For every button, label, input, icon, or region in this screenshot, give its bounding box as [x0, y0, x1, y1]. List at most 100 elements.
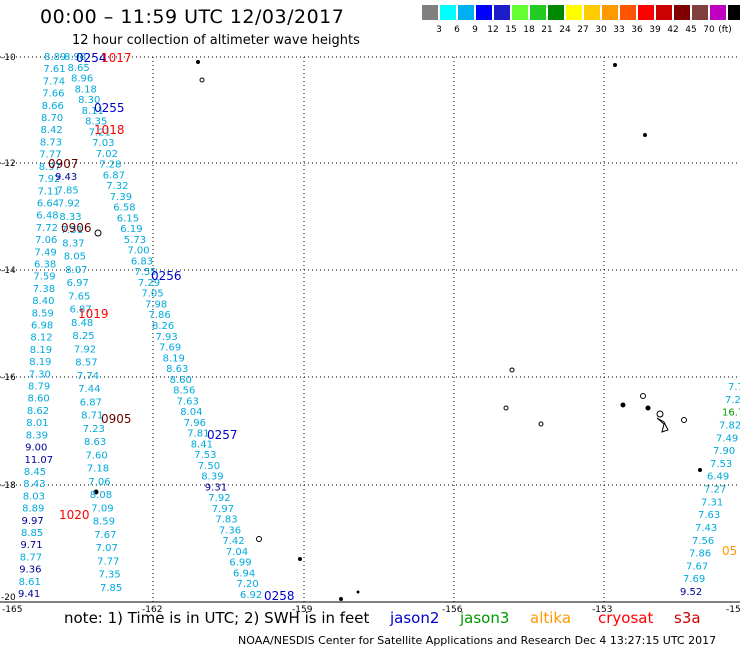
swh-value: 8.98 — [64, 52, 86, 63]
swh-value: 8.39 — [201, 472, 223, 483]
lat-label: -12 — [1, 159, 16, 169]
swh-value: 7.02 — [96, 149, 118, 160]
swh-value: 7.11 — [38, 186, 60, 197]
swh-value: 7.97 — [212, 504, 234, 515]
swh-value: 5.73 — [124, 235, 146, 246]
swh-value: 9.52 — [680, 587, 702, 598]
time-label-s3a: 0906 — [61, 221, 92, 235]
swh-value: 7.03 — [92, 138, 114, 149]
swh-value: 8.43 — [23, 479, 45, 490]
legend-label: 12 — [487, 25, 499, 35]
swh-value: 9.36 — [19, 565, 41, 576]
swh-value: 8.19 — [30, 345, 52, 356]
swh-value: 7.50 — [198, 461, 220, 472]
time-label-cryosat: 1020 — [59, 508, 90, 522]
island — [645, 405, 651, 411]
swh-value: 8.73 — [40, 137, 62, 148]
island — [656, 410, 664, 418]
swh-value: 7.96 — [184, 418, 206, 429]
swh-value: 7.31 — [701, 497, 723, 508]
swh-value: 6.94 — [233, 569, 255, 580]
time-label-jason2: 0256 — [151, 269, 182, 283]
legend-unit: (ft) — [718, 25, 732, 35]
legend-swatch — [638, 5, 654, 20]
lat-label: -10 — [1, 53, 16, 63]
page-subtitle: 12 hour collection of altimeter wave hei… — [72, 33, 360, 48]
swh-value: 8.89 — [22, 504, 44, 515]
time-label-jason2: 0255 — [94, 101, 125, 115]
swh-value: 8.56 — [173, 386, 195, 397]
swh-value: 7.28 — [99, 160, 121, 171]
swh-value: 8.79 — [28, 382, 50, 393]
time-labels: 0254 1017 0255 1018 0907 0906 0256 1019 … — [48, 51, 737, 603]
swh-value: 8.45 — [24, 467, 46, 478]
swh-value: 8.01 — [26, 418, 48, 429]
legend-swatch — [548, 5, 564, 20]
swh-value: 9.31 — [205, 482, 227, 493]
island — [538, 421, 544, 427]
swh-value: 8.11 — [82, 106, 104, 117]
swh-value: 7.60 — [86, 450, 108, 461]
legend-swatch — [710, 5, 726, 20]
legend-cryosat: cryosat — [598, 609, 654, 627]
legend-label: 39 — [649, 25, 661, 35]
legend-swatch — [674, 5, 690, 20]
swh-value: 6.48 — [36, 211, 58, 222]
lat-labels: -10 -12 -14 -16 -18 -20 — [1, 53, 16, 603]
swh-value: 8.12 — [30, 333, 52, 344]
swh-value: 7.66 — [42, 89, 64, 100]
swh-value: 7.53 — [194, 450, 216, 461]
swh-value: 7.92 — [208, 493, 230, 504]
swh-value: 8.30 — [78, 95, 100, 106]
swh-value: 7.21 — [89, 127, 111, 138]
legend-swatch — [602, 5, 618, 20]
swh-value: 8.62 — [27, 406, 49, 417]
swh-value: 6.58 — [113, 203, 135, 214]
swh-value: 9.71 — [20, 540, 42, 551]
swh-value: 8.89 — [44, 52, 66, 63]
lat-label: -16 — [1, 373, 16, 383]
swh-value: 7.07 — [96, 543, 118, 554]
swh-value: 7.44 — [78, 384, 100, 395]
legend-label: 36 — [631, 25, 643, 35]
legend-label: 18 — [523, 25, 535, 35]
swh-value: 7.61 — [43, 64, 65, 75]
swh-value: 8.03 — [23, 491, 45, 502]
swh-value: 7.30 — [29, 369, 51, 380]
swh-value: 7.92 — [74, 344, 96, 355]
swh-value: 7.93 — [156, 332, 178, 343]
legend-label: 70 — [703, 25, 715, 35]
swh-value: 7.67 — [94, 530, 116, 541]
swh-value: 11.07 — [25, 455, 54, 466]
swh-value: 8.39 — [26, 430, 48, 441]
swh-value: 8.70 — [41, 113, 63, 124]
lon-label: -15 — [726, 605, 740, 615]
swh-value: 7.56 — [692, 536, 714, 547]
legend-swatch — [566, 5, 582, 20]
legend-label: 24 — [559, 25, 571, 35]
swh-value: 8.48 — [71, 318, 93, 329]
legend-swatch — [584, 5, 600, 20]
swh-value: 6.92 — [240, 590, 262, 601]
lon-label: -159 — [292, 605, 313, 615]
legend-label: 15 — [505, 25, 517, 35]
swh-value: 8.71 — [81, 411, 103, 422]
legend-s3a: s3a — [674, 609, 701, 627]
swh-value: 7.20 — [237, 579, 259, 590]
swh-tracks: 8.897.617.747.668.668.708.428.737.778.97… — [18, 52, 740, 601]
legend-label: 33 — [613, 25, 625, 35]
time-label-jason2: 0254 — [76, 51, 107, 65]
lat-label: -18 — [1, 481, 16, 491]
swh-value: 8.19 — [29, 357, 51, 368]
island — [613, 63, 617, 67]
swh-value: 8.08 — [90, 490, 112, 501]
island — [503, 405, 509, 411]
island — [199, 77, 205, 83]
swh-value: 7.65 — [68, 291, 90, 302]
swh-value: 8.59 — [32, 308, 54, 319]
swh-value: 8.07 — [65, 265, 87, 276]
swh-value: 9.00 — [25, 443, 47, 454]
swh-value: 8.77 — [20, 552, 42, 563]
legend-swatch — [494, 5, 510, 20]
